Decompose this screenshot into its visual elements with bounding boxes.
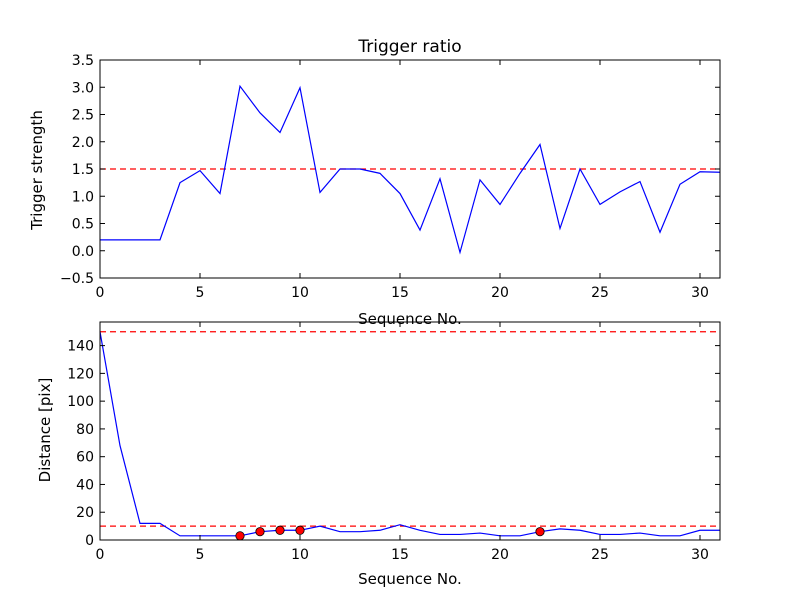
x-tick-label: 15 <box>391 547 409 563</box>
y-tick-label: 140 <box>67 339 94 355</box>
x-tick-label: 25 <box>591 547 609 563</box>
x-tick-label: 0 <box>96 547 105 563</box>
x-tick-label: 15 <box>391 285 409 301</box>
y-tick-label: 1.5 <box>72 162 94 178</box>
series-line <box>99 331 720 537</box>
y-tick-label: 0.0 <box>72 244 94 260</box>
plot-frame <box>99 321 721 541</box>
x-tick-label: 10 <box>291 285 309 301</box>
y-tick-label: 100 <box>67 394 94 410</box>
y-tick-label: 40 <box>76 477 94 493</box>
y-tick-label: 20 <box>76 505 94 521</box>
data-point-marker <box>295 525 305 535</box>
x-axis-label: Sequence No. <box>358 570 462 588</box>
distance-chart: Sequence No. Distance [pix] 0 5 10 15 20 25 30… <box>36 321 721 588</box>
y-axis-label: Trigger strength <box>28 110 46 231</box>
x-tick-label: 20 <box>491 285 509 301</box>
y-tick-label: 60 <box>76 450 94 466</box>
data-point-marker <box>275 525 285 535</box>
x-tick-label: 20 <box>491 547 509 563</box>
y-tick-label: 0 <box>85 533 94 549</box>
y-tick-label: 0.5 <box>72 217 94 233</box>
trigger-ratio-chart: Trigger ratio Sequence No. Trigger stren… <box>28 37 721 328</box>
x-tick-label: 30 <box>691 547 709 563</box>
series-line <box>100 84 721 255</box>
x-tick-label: 0 <box>96 285 105 301</box>
y-tick-label: 120 <box>67 366 94 382</box>
y-tick-label: 3.0 <box>72 80 94 96</box>
chart-title: Trigger ratio <box>357 37 461 57</box>
y-tick-label: −0.5 <box>60 271 94 287</box>
y-tick-label: 3.5 <box>72 53 94 69</box>
y-tick-label: 2.0 <box>72 135 94 151</box>
x-tick-label: 25 <box>591 285 609 301</box>
data-point-marker <box>535 527 545 537</box>
x-tick-label: 5 <box>196 547 205 563</box>
y-axis-label: Distance [pix] <box>36 378 54 483</box>
x-tick-label: 30 <box>691 285 709 301</box>
y-tick-label: 1.0 <box>72 189 94 205</box>
x-tick-label: 5 <box>196 285 205 301</box>
data-point-marker <box>235 531 245 541</box>
x-tick-label: 10 <box>291 547 309 563</box>
data-point-marker <box>255 527 265 537</box>
y-tick-label: 2.5 <box>72 108 94 124</box>
x-axis-label: Sequence No. <box>358 310 462 328</box>
y-tick-label: 80 <box>76 422 94 438</box>
